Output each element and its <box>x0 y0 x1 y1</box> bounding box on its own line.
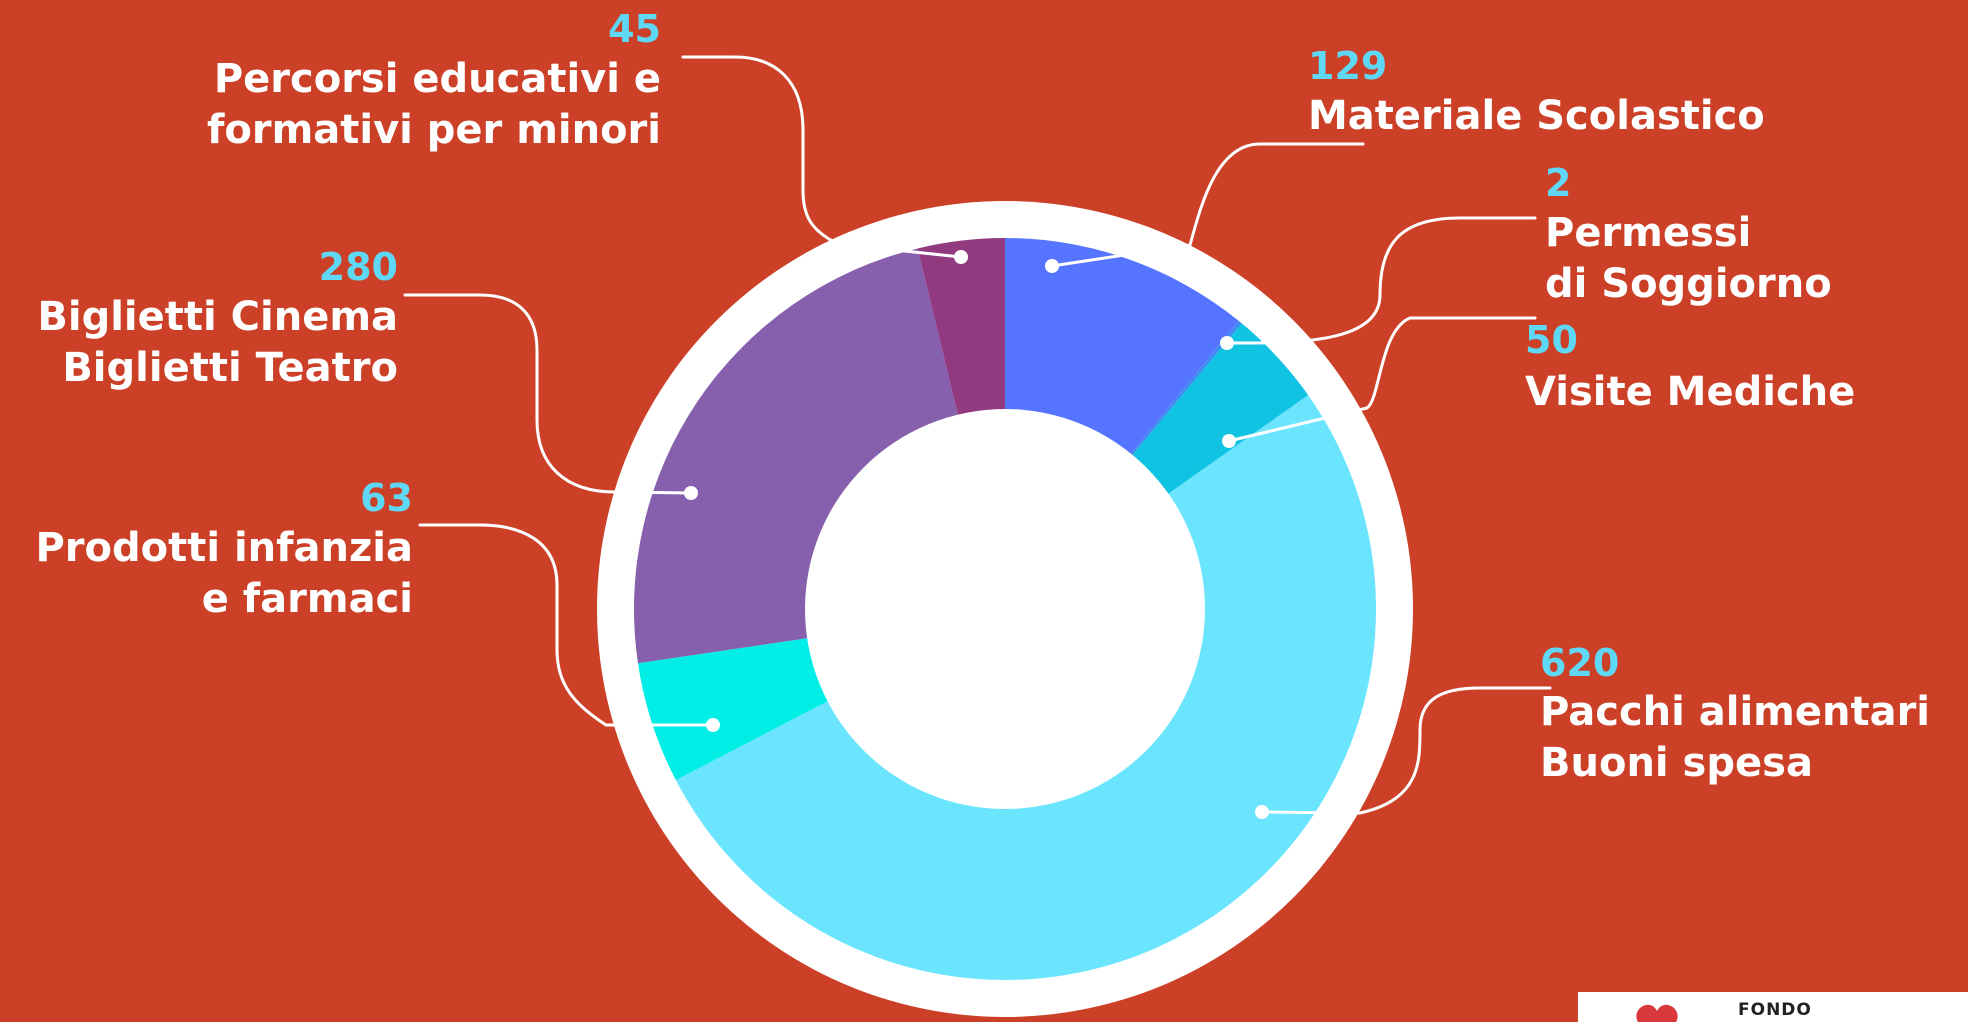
leader-dot-0 <box>1045 259 1059 273</box>
slice-label-3-line-1: Buoni spesa <box>1540 740 1813 786</box>
slice-label-4-line-0: Prodotti infanzia <box>35 525 413 571</box>
slice-value-3: 620 <box>1540 641 1619 685</box>
logo-badge: FONDO <box>1578 992 1968 1022</box>
slice-label-0-line-0: Materiale Scolastico <box>1308 93 1765 139</box>
leader-dot-4 <box>706 718 720 732</box>
slice-label-1-line-1: di Soggiorno <box>1545 261 1832 307</box>
slice-value-4: 63 <box>360 476 413 520</box>
slice-value-5: 280 <box>319 245 398 289</box>
leader-dot-1 <box>1220 336 1234 350</box>
leader-line-0 <box>1188 142 1365 247</box>
leader-line-4 <box>418 523 608 727</box>
leader-stub-5 <box>614 490 692 495</box>
leader-stub-0 <box>1051 243 1191 268</box>
slice-label-1-line-0: Permessi <box>1545 210 1751 256</box>
leader-stub-2 <box>1228 406 1368 443</box>
heart-logo-icon <box>1636 1004 1678 1022</box>
leader-stub-3 <box>1261 810 1361 815</box>
leader-line-6 <box>681 55 840 246</box>
leader-line-2 <box>1365 316 1537 410</box>
slice-value-1: 2 <box>1545 161 1571 205</box>
slice-value-6: 45 <box>608 7 661 51</box>
logo-text: FONDO <box>1738 1000 1812 1020</box>
slice-value-2: 50 <box>1525 318 1578 362</box>
slice-value-0: 129 <box>1308 44 1387 88</box>
slice-label-2-line-0: Visite Mediche <box>1525 369 1855 415</box>
leader-stub-6 <box>837 242 962 259</box>
leader-dot-5 <box>684 486 698 500</box>
leader-dot-6 <box>954 250 968 264</box>
leader-dot-3 <box>1255 805 1269 819</box>
slice-label-5-line-1: Biglietti Teatro <box>62 345 398 391</box>
slice-label-3-line-0: Pacchi alimentari <box>1540 689 1930 735</box>
leader-dot-2 <box>1222 434 1236 448</box>
slice-label-4-line-1: e farmaci <box>202 576 413 622</box>
donut-hole <box>805 409 1205 809</box>
slice-label-5-line-0: Biglietti Cinema <box>37 294 398 340</box>
leader-line-3 <box>1358 686 1552 815</box>
slice-label-6-line-1: formativi per minori <box>207 107 661 153</box>
leader-line-5 <box>403 293 617 494</box>
slice-label-6-line-0: Percorsi educativi e <box>214 56 661 102</box>
leader-line-1 <box>1225 216 1537 345</box>
